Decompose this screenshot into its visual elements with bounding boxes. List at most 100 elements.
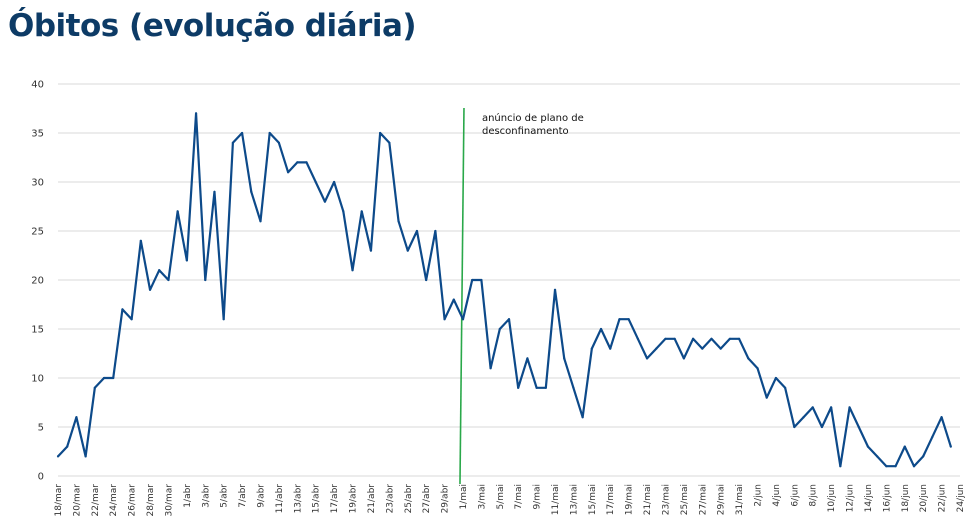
x-tick-label: 9/abr [256, 484, 266, 508]
data-point [553, 288, 557, 291]
data-point [747, 357, 750, 360]
x-tick-label: 7/abr [238, 484, 248, 508]
y-tick-label: 30 [31, 178, 44, 189]
data-point [857, 425, 860, 429]
data-point [351, 269, 354, 272]
x-tick-label: 27/mai [698, 484, 708, 515]
y-tick-label: 35 [31, 129, 44, 140]
data-point [922, 455, 925, 458]
x-tick-label: 18/mar [54, 484, 64, 517]
data-point [194, 112, 198, 115]
x-tick-label: 29/abr [441, 484, 451, 514]
data-point [130, 318, 133, 321]
x-tick-label: 5/abr [220, 484, 230, 508]
x-tick-label: 26/mar [128, 484, 138, 517]
data-point [213, 190, 216, 193]
data-point [498, 327, 501, 331]
x-tick-label: 17/abr [330, 484, 340, 514]
x-tick-label: 9/mai [533, 484, 543, 510]
data-point [738, 337, 741, 340]
data-point [240, 131, 244, 135]
x-tick-label: 22/jun [938, 484, 948, 512]
data-point [75, 416, 78, 419]
x-tick-label: 16/jun [882, 484, 892, 512]
data-point [793, 425, 796, 429]
x-tick-label: 17/mai [606, 484, 616, 515]
annotation-label: anúncio de plano de desconfinamento [482, 112, 587, 137]
x-tick-label: 23/abr [385, 484, 395, 514]
data-point [903, 445, 906, 448]
data-point [645, 357, 649, 360]
data-point [167, 278, 170, 282]
data-point [535, 386, 538, 389]
series-line [57, 112, 952, 468]
data-point [544, 386, 547, 389]
x-tick-label: 6/jun [790, 484, 800, 507]
data-point [765, 396, 768, 399]
data-point [250, 190, 253, 193]
x-tick-label: 19/mai [625, 484, 635, 515]
x-tick-label: 12/jun [846, 484, 856, 512]
data-point [820, 425, 824, 429]
x-tick-label: 30/mar [164, 484, 174, 517]
y-tick-label: 0 [38, 472, 44, 483]
data-point [507, 318, 511, 321]
data-point [84, 455, 87, 458]
data-point [222, 318, 225, 321]
data-point [397, 220, 400, 223]
chart-title: Óbitos (evolução diária) [8, 8, 417, 44]
data-point [102, 376, 106, 380]
x-tick-label: 18/jun [901, 484, 911, 512]
data-point [618, 318, 621, 321]
x-tick-label: 27/abr [422, 484, 432, 514]
x-tick-label: 4/jun [772, 484, 782, 507]
annotation-marker-line [459, 107, 465, 485]
data-point [158, 269, 161, 272]
data-point [912, 465, 916, 468]
x-tick-label: 21/mai [643, 484, 653, 515]
annotation-line-1: anúncio de plano de [482, 112, 584, 124]
data-point [323, 200, 327, 203]
y-tick-label: 40 [31, 80, 44, 91]
x-tick-label: 1/mai [459, 484, 469, 510]
x-tick-label: 25/abr [404, 484, 414, 514]
data-point [885, 465, 888, 468]
x-tick-label: 19/abr [349, 484, 359, 514]
x-tick-label: 3/mai [477, 484, 487, 510]
data-point [682, 357, 685, 360]
data-point [176, 210, 179, 213]
data-point [425, 278, 428, 282]
data-point [489, 367, 492, 370]
x-axis-ticks: 18/mar 20/mar 22/mar 24/mar 26/mar 28/mar 30/m… [54, 484, 966, 517]
x-tick-label: 20/jun [919, 484, 929, 512]
x-tick-label: 20/mar [72, 484, 82, 517]
data-point [56, 455, 60, 458]
data-point [839, 465, 842, 468]
data-point [452, 298, 455, 301]
data-point [609, 347, 612, 350]
data-point [719, 347, 722, 350]
x-tick-label: 15/abr [312, 484, 322, 514]
data-point [121, 308, 124, 311]
x-tick-label: 25/mai [680, 484, 690, 515]
data-point [931, 435, 934, 438]
data-point [848, 406, 851, 409]
x-tick-label: 10/jun [827, 484, 837, 512]
x-tick-label: 24/mar [109, 484, 119, 517]
data-point [93, 386, 96, 389]
data-point [526, 357, 529, 360]
data-point [563, 357, 566, 360]
gridlines [58, 83, 960, 477]
data-point [691, 337, 695, 340]
data-point [204, 278, 207, 282]
data-point [231, 141, 234, 144]
data-point [774, 376, 778, 380]
y-tick-label: 25 [31, 227, 44, 238]
data-point [636, 337, 639, 340]
data-point [627, 318, 630, 321]
data-point [811, 406, 814, 409]
data-point [599, 327, 603, 331]
data-point [866, 445, 870, 448]
data-point [415, 229, 419, 233]
data-point [388, 141, 391, 144]
